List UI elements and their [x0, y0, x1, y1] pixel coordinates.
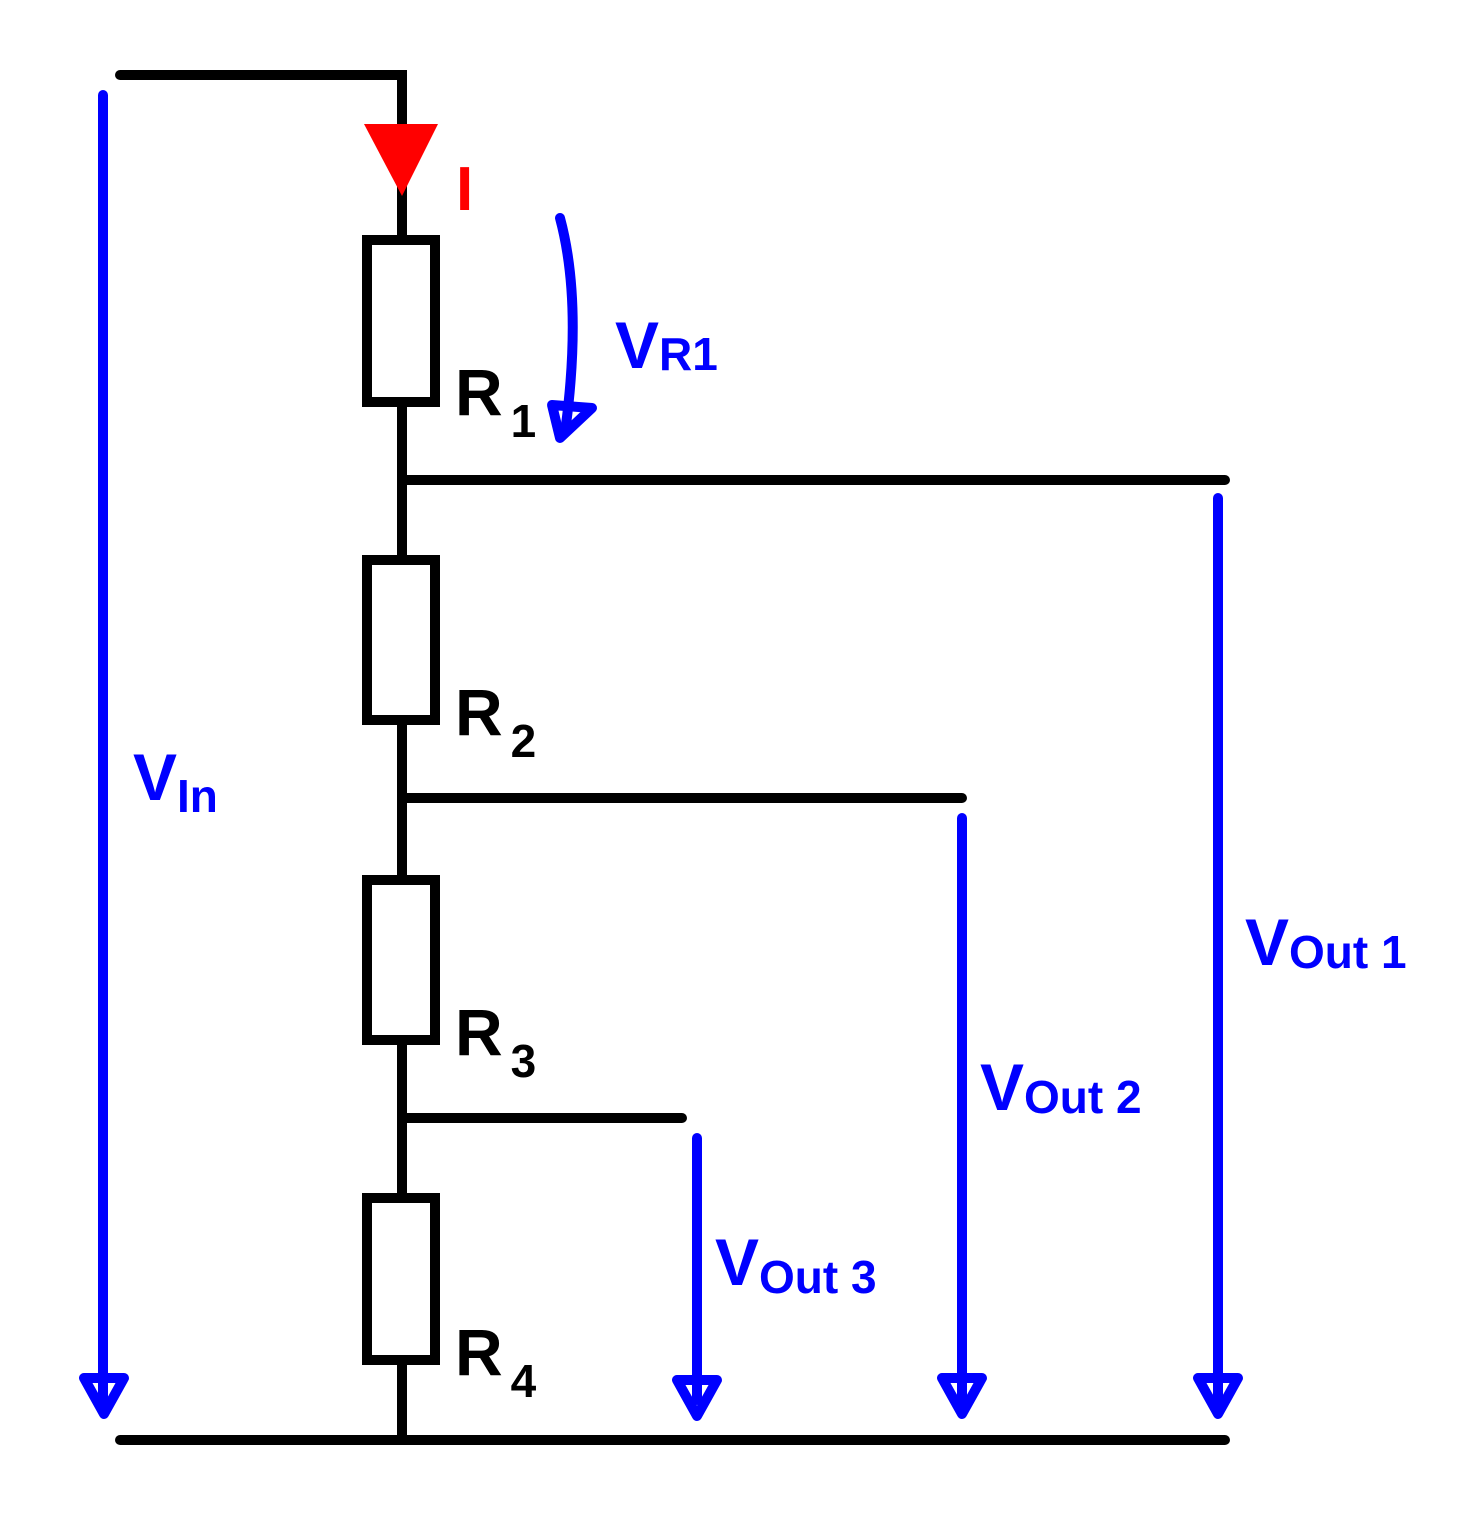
resistor-index: 3: [511, 1035, 537, 1087]
v-r1-arrow: [555, 213, 578, 430]
resistor: [362, 235, 440, 407]
voltage-label: VIn: [133, 740, 218, 822]
resistor-letter: R: [455, 355, 503, 429]
voltage-subscript: Out 1: [1289, 926, 1407, 978]
resistor-letter: R: [455, 675, 503, 749]
arrow-head: [937, 1373, 987, 1419]
resistor: [362, 1193, 440, 1365]
arrow-head: [547, 400, 597, 443]
voltage-symbol: V: [1245, 905, 1289, 979]
arrow-head: [1193, 1373, 1243, 1419]
resistor-index: 1: [511, 395, 537, 447]
arrow-head: [79, 1373, 129, 1419]
voltage-symbol: V: [133, 740, 177, 814]
voltage-label: VOut 3: [715, 1225, 877, 1303]
resistor-letter: R: [455, 995, 503, 1069]
voltage-subscript: Out 2: [1024, 1071, 1142, 1123]
resistor: [362, 555, 440, 725]
resistor-index: 2: [511, 715, 537, 767]
current-arrow: [364, 124, 438, 196]
resistor: [362, 875, 440, 1045]
voltage-label: VOut 1: [1245, 905, 1407, 979]
wires: [115, 70, 1230, 1445]
voltage-subscript: R1: [659, 328, 718, 380]
resistor-index: 4: [511, 1355, 537, 1407]
voltage-subscript: In: [177, 770, 218, 822]
voltage-symbol: V: [980, 1050, 1024, 1124]
current-label: I: [456, 155, 473, 224]
voltage-arrows: [79, 90, 1243, 1421]
voltage-label: VR1: [615, 308, 718, 382]
arrow-head: [672, 1375, 722, 1421]
resistor-letter: R: [455, 1315, 503, 1389]
voltage-labels: VR1 VIn VOut 1 VOut 2 VOut 3: [133, 308, 1407, 1303]
voltage-label: VOut 2: [980, 1050, 1142, 1124]
voltage-symbol: V: [615, 308, 659, 382]
voltage-subscript: Out 3: [759, 1251, 877, 1303]
voltage-symbol: V: [715, 1225, 759, 1299]
